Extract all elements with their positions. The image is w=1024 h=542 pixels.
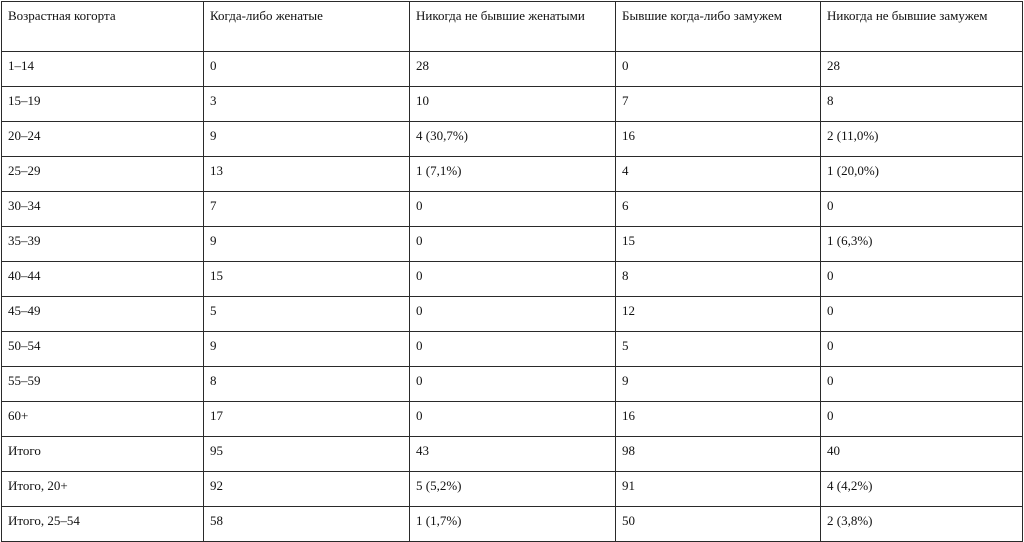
cell-age-cohort: 50–54 xyxy=(1,331,204,367)
table-row: 1–14 0 28 0 28 xyxy=(1,51,1023,87)
cell-never-married-men: 0 xyxy=(409,401,616,437)
table-row: Итого 95 43 98 40 xyxy=(1,436,1023,472)
cell-never-married-men: 4 (30,7%) xyxy=(409,121,616,157)
cell-never-married-women: 0 xyxy=(820,261,1023,297)
cell-ever-married-men: 7 xyxy=(203,191,410,227)
cell-ever-married-men: 0 xyxy=(203,51,410,87)
cell-never-married-women: 40 xyxy=(820,436,1023,472)
cell-ever-married-women: 4 xyxy=(615,156,821,192)
cell-ever-married-women: 12 xyxy=(615,296,821,332)
cell-ever-married-men: 3 xyxy=(203,86,410,122)
cell-never-married-women: 4 (4,2%) xyxy=(820,471,1023,507)
cell-ever-married-women: 6 xyxy=(615,191,821,227)
cell-never-married-men: 0 xyxy=(409,296,616,332)
cell-never-married-men: 0 xyxy=(409,366,616,402)
cell-never-married-men: 1 (1,7%) xyxy=(409,506,616,542)
cell-age-cohort: 30–34 xyxy=(1,191,204,227)
cell-never-married-women: 2 (3,8%) xyxy=(820,506,1023,542)
cell-ever-married-men: 13 xyxy=(203,156,410,192)
cell-never-married-women: 2 (11,0%) xyxy=(820,121,1023,157)
cell-ever-married-women: 7 xyxy=(615,86,821,122)
cell-age-cohort: Итого xyxy=(1,436,204,472)
header-never-married-women: Никогда не бывшие замужем xyxy=(820,1,1023,52)
cell-age-cohort: 15–19 xyxy=(1,86,204,122)
cell-never-married-men: 0 xyxy=(409,331,616,367)
header-row: Возрастная когорта Когда-либо женатые Ни… xyxy=(1,1,1023,52)
cell-never-married-women: 0 xyxy=(820,296,1023,332)
cell-never-married-women: 0 xyxy=(820,401,1023,437)
cell-never-married-women: 0 xyxy=(820,191,1023,227)
cell-never-married-women: 28 xyxy=(820,51,1023,87)
cell-never-married-women: 1 (6,3%) xyxy=(820,226,1023,262)
cell-ever-married-men: 5 xyxy=(203,296,410,332)
cell-ever-married-men: 9 xyxy=(203,121,410,157)
cell-ever-married-men: 9 xyxy=(203,226,410,262)
cell-never-married-men: 0 xyxy=(409,191,616,227)
table-row: 60+ 17 0 16 0 xyxy=(1,401,1023,437)
cell-age-cohort: 35–39 xyxy=(1,226,204,262)
cell-ever-married-women: 9 xyxy=(615,366,821,402)
table-row: Итого, 25–54 58 1 (1,7%) 50 2 (3,8%) xyxy=(1,506,1023,542)
cell-ever-married-women: 0 xyxy=(615,51,821,87)
table-row: 45–49 5 0 12 0 xyxy=(1,296,1023,332)
cell-ever-married-men: 8 xyxy=(203,366,410,402)
cell-ever-married-women: 15 xyxy=(615,226,821,262)
cell-ever-married-women: 50 xyxy=(615,506,821,542)
cell-ever-married-women: 91 xyxy=(615,471,821,507)
cell-never-married-women: 0 xyxy=(820,331,1023,367)
cell-ever-married-women: 16 xyxy=(615,401,821,437)
cell-ever-married-men: 17 xyxy=(203,401,410,437)
cell-age-cohort: 40–44 xyxy=(1,261,204,297)
cell-ever-married-men: 92 xyxy=(203,471,410,507)
cell-never-married-men: 28 xyxy=(409,51,616,87)
table-row: 40–44 15 0 8 0 xyxy=(1,261,1023,297)
header-age-cohort: Возрастная когорта xyxy=(1,1,204,52)
table-row: 30–34 7 0 6 0 xyxy=(1,191,1023,227)
header-ever-married-women: Бывшие когда-либо замужем xyxy=(615,1,821,52)
table-row: Итого, 20+ 92 5 (5,2%) 91 4 (4,2%) xyxy=(1,471,1023,507)
cell-never-married-men: 0 xyxy=(409,226,616,262)
cell-age-cohort: 60+ xyxy=(1,401,204,437)
cell-never-married-men: 10 xyxy=(409,86,616,122)
cell-age-cohort: 55–59 xyxy=(1,366,204,402)
cell-never-married-men: 0 xyxy=(409,261,616,297)
cell-age-cohort: Итого, 20+ xyxy=(1,471,204,507)
cell-ever-married-women: 8 xyxy=(615,261,821,297)
cell-ever-married-men: 9 xyxy=(203,331,410,367)
cell-age-cohort: 45–49 xyxy=(1,296,204,332)
cell-ever-married-men: 58 xyxy=(203,506,410,542)
cell-ever-married-men: 95 xyxy=(203,436,410,472)
cell-age-cohort: 20–24 xyxy=(1,121,204,157)
header-ever-married-men: Когда-либо женатые xyxy=(203,1,410,52)
table-row: 55–59 8 0 9 0 xyxy=(1,366,1023,402)
cell-never-married-women: 1 (20,0%) xyxy=(820,156,1023,192)
cell-never-married-men: 5 (5,2%) xyxy=(409,471,616,507)
cell-never-married-women: 0 xyxy=(820,366,1023,402)
cell-never-married-women: 8 xyxy=(820,86,1023,122)
table-row: 50–54 9 0 5 0 xyxy=(1,331,1023,367)
table-row: 25–29 13 1 (7,1%) 4 1 (20,0%) xyxy=(1,156,1023,192)
cell-ever-married-women: 5 xyxy=(615,331,821,367)
cell-ever-married-women: 98 xyxy=(615,436,821,472)
table-row: 35–39 9 0 15 1 (6,3%) xyxy=(1,226,1023,262)
header-never-married-men: Никогда не бывшие женатыми xyxy=(409,1,616,52)
cell-age-cohort: 1–14 xyxy=(1,51,204,87)
cell-ever-married-men: 15 xyxy=(203,261,410,297)
cell-age-cohort: 25–29 xyxy=(1,156,204,192)
cell-never-married-men: 43 xyxy=(409,436,616,472)
cell-ever-married-women: 16 xyxy=(615,121,821,157)
cell-age-cohort: Итого, 25–54 xyxy=(1,506,204,542)
cell-never-married-men: 1 (7,1%) xyxy=(409,156,616,192)
table-row: 20–24 9 4 (30,7%) 16 2 (11,0%) xyxy=(1,121,1023,157)
table-row: 15–19 3 10 7 8 xyxy=(1,86,1023,122)
